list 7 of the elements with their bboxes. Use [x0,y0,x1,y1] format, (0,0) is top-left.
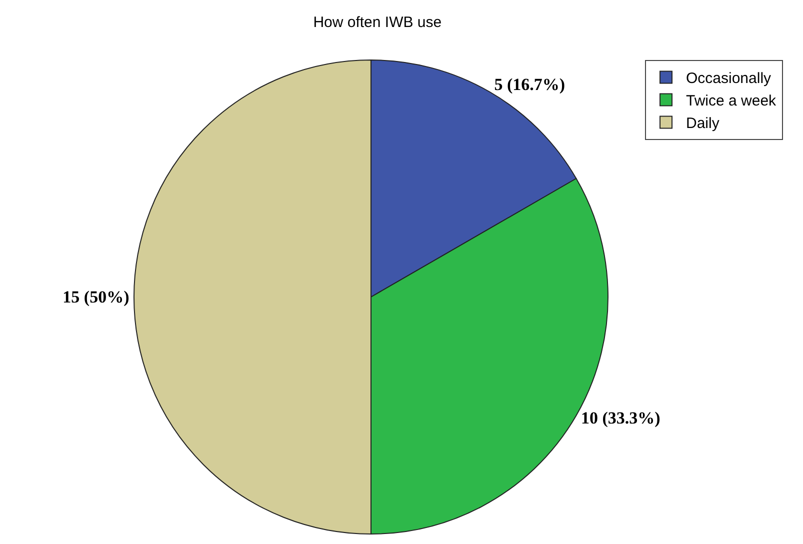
data-label: 10 (33.3%) [580,408,660,428]
legend-label: Daily [686,115,720,132]
chart-title: How often IWB use [313,14,442,31]
legend-label: Twice a week [686,92,777,110]
legend-label: Occasionally [686,70,772,88]
data-label: 5 (16.7%) [494,75,566,94]
data-label: 15 (50%) [62,288,130,306]
